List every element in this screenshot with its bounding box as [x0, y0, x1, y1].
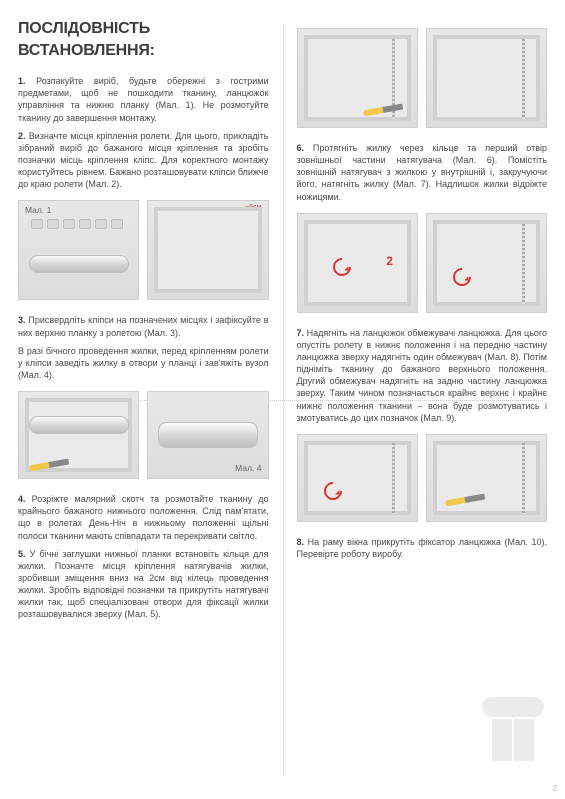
- figure-9: Мал. 9: [297, 434, 418, 522]
- chain-icon: [522, 224, 525, 304]
- right-column: Мал. 5 Мал. 6 6. Протягніть жилку через …: [283, 0, 565, 799]
- figure-3: Мал. 3: [18, 391, 139, 479]
- figure-4: Мал. 4: [147, 391, 268, 479]
- figure-10: Мал. 10: [426, 434, 547, 522]
- figure-6: Мал. 6: [426, 28, 547, 128]
- figure-4-label: Мал. 4: [235, 463, 261, 474]
- window-frame-icon: [154, 207, 261, 293]
- figure-1-label: Мал. 1: [25, 205, 51, 216]
- chain-icon: [522, 39, 525, 119]
- step-3: 3. Присвердліть кліпси на позначених міс…: [18, 314, 269, 338]
- window-frame-icon: [25, 398, 132, 472]
- step-2: 2. Визначте місця кріплення ролети. Для …: [18, 130, 269, 191]
- figure-5: Мал. 5: [297, 28, 418, 128]
- brand-watermark-icon: [477, 697, 549, 769]
- roller-tube-icon: [29, 255, 129, 273]
- step-6: 6. Протягніть жилку через кільце та перш…: [297, 142, 548, 203]
- window-frame-icon: [304, 220, 411, 306]
- figure-8: Мал. 8: [426, 213, 547, 313]
- rotation-number: 2: [386, 253, 393, 269]
- chain-icon: [522, 443, 525, 514]
- step-1: 1. Розпакуйте виріб, будьте обережні з г…: [18, 75, 269, 124]
- step-3b: В разі бічного проведення жилки, перед к…: [18, 345, 269, 381]
- fig-row-9-10: Мал. 9 Мал. 10: [297, 434, 548, 522]
- roller-tube-icon: [29, 416, 129, 434]
- figure-7: Мал. 7 2: [297, 213, 418, 313]
- page-grid: ПОСЛІДОВНІСТЬ ВСТАНОВЛЕННЯ: 1. Розпакуйт…: [0, 0, 565, 799]
- roller-tube-icon: [158, 422, 258, 448]
- fig-row-1-2: Мал. 1 Мал. 2 ~5см: [18, 200, 269, 300]
- fig-row-5-6: Мал. 5 Мал. 6: [297, 28, 548, 128]
- step-5: 5. У бічні заглушки нижньої планки встан…: [18, 548, 269, 621]
- page-number: 2: [553, 784, 557, 793]
- fig-row-3-4: Мал. 3 Мал. 4: [18, 391, 269, 479]
- step-8: 8. На раму вікна прикрутіть фіксатор лан…: [297, 536, 548, 560]
- page-title: ПОСЛІДОВНІСТЬ ВСТАНОВЛЕННЯ:: [18, 18, 269, 61]
- left-column: ПОСЛІДОВНІСТЬ ВСТАНОВЛЕННЯ: 1. Розпакуйт…: [0, 0, 283, 799]
- chain-icon: [392, 443, 395, 514]
- parts-icon: [31, 219, 126, 248]
- step-4: 4. Розріжте малярний скотч та розмотайте…: [18, 493, 269, 542]
- step-7: 7. Надягніть на ланцюжок обмежувачі ланц…: [297, 327, 548, 424]
- figure-2: Мал. 2 ~5см: [147, 200, 268, 300]
- figure-1: Мал. 1: [18, 200, 139, 300]
- fig-row-7-8: Мал. 7 2 Мал. 8: [297, 213, 548, 313]
